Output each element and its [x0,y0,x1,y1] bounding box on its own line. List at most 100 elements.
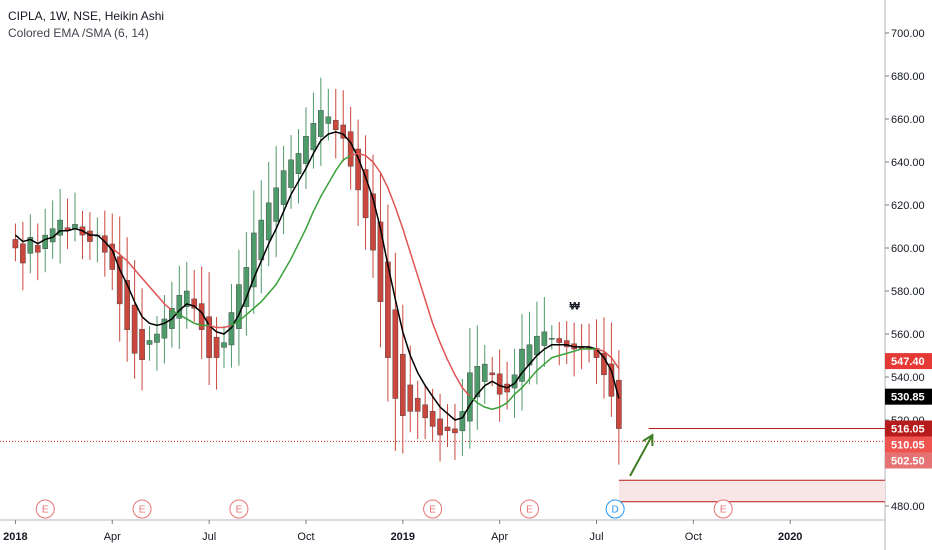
sma-line-segment[interactable] [327,169,337,185]
sma-line-segment[interactable] [513,387,523,395]
indicator-line[interactable]: Colored EMA /SMA (6, 14) [8,26,149,40]
sma-line-segment[interactable] [476,402,486,408]
candle[interactable] [340,124,347,139]
candle[interactable] [273,187,279,222]
earnings-marker[interactable] [132,499,152,519]
sma-line-segment[interactable] [126,260,136,271]
sma-line-segment[interactable] [193,322,203,327]
sma-line-segment[interactable] [610,356,620,370]
candle[interactable] [519,348,525,382]
candle[interactable] [362,169,369,219]
candle[interactable] [191,298,198,309]
candle[interactable] [57,219,63,236]
candle[interactable] [288,159,294,188]
sma-line-segment[interactable] [282,258,292,273]
earnings-marker[interactable] [229,499,249,519]
candle[interactable] [601,352,607,376]
candle[interactable] [87,230,93,242]
sma-line-segment[interactable] [238,313,248,322]
candle[interactable] [377,221,384,302]
candle[interactable] [139,328,145,361]
candle[interactable] [146,340,153,345]
sma-line-segment[interactable] [171,309,181,316]
sma-line-segment[interactable] [290,242,300,260]
candle[interactable] [444,426,451,431]
candle[interactable] [459,411,466,432]
sma-line-segment[interactable] [223,324,233,329]
sma-line-segment[interactable] [558,352,568,357]
sma-line-segment[interactable] [372,161,382,174]
candle[interactable] [392,309,399,399]
sma-line-segment[interactable] [111,247,121,256]
sma-line-segment[interactable] [364,154,374,163]
candle[interactable] [12,239,19,249]
candle[interactable] [556,338,563,343]
sma-line-segment[interactable] [416,275,426,301]
sma-line-segment[interactable] [342,154,352,161]
candle[interactable] [452,428,458,434]
sma-line-segment[interactable] [163,303,173,312]
sma-line-segment[interactable] [357,152,367,157]
sma-line-segment[interactable] [148,285,158,297]
sma-line-segment[interactable] [402,227,412,254]
candle[interactable] [20,243,26,264]
candle[interactable] [228,312,235,346]
candle[interactable] [370,193,376,251]
sma-line-segment[interactable] [133,268,143,279]
sma-line-segment[interactable] [230,320,240,327]
sma-line-segment[interactable] [461,387,471,398]
candle[interactable] [183,290,190,308]
candle[interactable] [258,219,265,261]
candle[interactable] [295,153,302,174]
candle[interactable] [280,170,287,205]
candle[interactable] [325,116,332,124]
candle[interactable] [131,304,138,354]
sma-line-segment[interactable] [521,378,531,389]
candle[interactable] [42,234,49,250]
sma-line-segment[interactable] [446,359,456,376]
ema-line[interactable] [14,131,620,421]
candle[interactable] [116,256,123,305]
candle[interactable] [34,245,41,253]
candle[interactable] [355,148,361,191]
candle[interactable] [332,119,339,130]
candle[interactable] [27,237,34,254]
candle[interactable] [124,280,130,330]
sma-line-segment[interactable] [573,348,583,352]
up-arrow-shaft[interactable] [629,434,654,477]
earnings-marker[interactable] [713,499,733,519]
sma-line-segment[interactable] [491,406,501,410]
sma-line-segment[interactable] [528,369,538,380]
sma-line-segment[interactable] [349,152,359,157]
earnings-marker[interactable] [423,499,443,519]
candle[interactable] [303,135,309,164]
dividend-marker[interactable] [605,499,625,519]
sma-line-segment[interactable] [551,354,561,359]
candle[interactable] [243,267,250,307]
sma-line-segment[interactable] [603,350,613,359]
earnings-marker[interactable] [35,499,55,519]
sma-line-segment[interactable] [394,206,404,230]
candle[interactable] [265,202,272,241]
sma-line-segment[interactable] [178,313,188,320]
sma-line-segment[interactable] [260,292,270,303]
candle[interactable] [318,110,324,137]
sma-line-segment[interactable] [156,294,166,305]
sma-line-segment[interactable] [305,210,315,230]
earnings-marker[interactable] [519,499,539,519]
sma-line-segment[interactable] [431,322,441,344]
candle[interactable] [400,353,406,416]
candle[interactable] [429,411,436,427]
candle[interactable] [474,366,481,398]
candle[interactable] [511,374,518,389]
sma-line-segment[interactable] [141,277,151,288]
candle[interactable] [236,284,242,329]
sma-line-segment[interactable] [275,270,285,286]
support-zone[interactable] [618,480,885,502]
up-arrow-head[interactable] [642,433,654,447]
candle[interactable] [347,131,354,167]
candle[interactable] [563,340,570,348]
candle[interactable] [310,123,317,151]
symbol-line[interactable]: CIPLA, 1W, NSE, Heikin Ashi [8,9,165,23]
